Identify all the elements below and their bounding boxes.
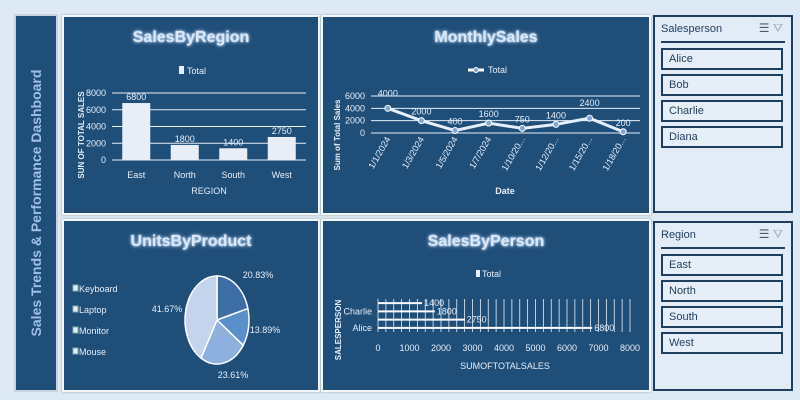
slicer-title: Region [661, 229, 696, 241]
dashboard-title-panel: Sales Trends & Performance Dashboard [14, 14, 58, 392]
monthly-sales-panel[interactable]: MonthlySales [321, 15, 651, 215]
divider [661, 41, 785, 43]
chart-title: MonthlySales [434, 29, 538, 46]
sales-by-region-panel[interactable]: SalesByRegion [62, 15, 320, 215]
multi-select-icon[interactable]: ☰ [758, 21, 770, 35]
multi-select-icon[interactable]: ☰ [758, 227, 770, 241]
region-slicer[interactable]: Region ☰ ⛛ East North South West [653, 221, 793, 391]
salesperson-slicer[interactable]: Salesperson ☰ ⛛ Alice Bob Charlie Diana [653, 15, 793, 213]
slicer-item-alice[interactable]: Alice [661, 48, 783, 70]
slicer-item-north[interactable]: North [661, 280, 783, 302]
dashboard-title: Sales Trends & Performance Dashboard [28, 69, 44, 337]
slicer-item-west[interactable]: West [661, 332, 783, 354]
slicer-item-south[interactable]: South [661, 306, 783, 328]
clear-filter-icon[interactable]: ⛛ [772, 21, 783, 35]
slicer-title: Salesperson [661, 23, 723, 35]
slicer-item-charlie[interactable]: Charlie [661, 100, 783, 122]
chart-title: SalesByRegion [132, 29, 250, 46]
chart-title: SalesByPerson [427, 233, 545, 250]
slicer-item-bob[interactable]: Bob [661, 74, 783, 96]
slicer-item-diana[interactable]: Diana [661, 126, 783, 148]
units-by-product-panel[interactable]: UnitsByProduct [62, 219, 320, 392]
divider [661, 247, 785, 249]
clear-filter-icon[interactable]: ⛛ [772, 227, 783, 241]
chart-title: UnitsByProduct [130, 233, 252, 250]
slicer-item-east[interactable]: East [661, 254, 783, 276]
sales-by-person-panel[interactable]: SalesByPerson [321, 219, 651, 392]
